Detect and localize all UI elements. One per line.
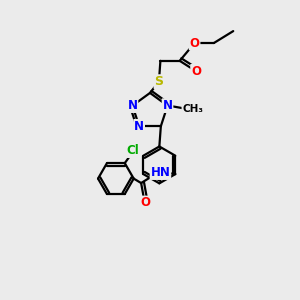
Text: N: N [134,120,144,133]
Text: O: O [190,37,200,50]
Text: N: N [128,99,137,112]
Text: CH₃: CH₃ [182,103,203,114]
Text: Cl: Cl [127,144,140,157]
Text: O: O [141,196,151,209]
Text: N: N [163,99,172,112]
Text: O: O [191,65,201,78]
Text: S: S [154,75,164,88]
Text: HN: HN [151,166,170,179]
